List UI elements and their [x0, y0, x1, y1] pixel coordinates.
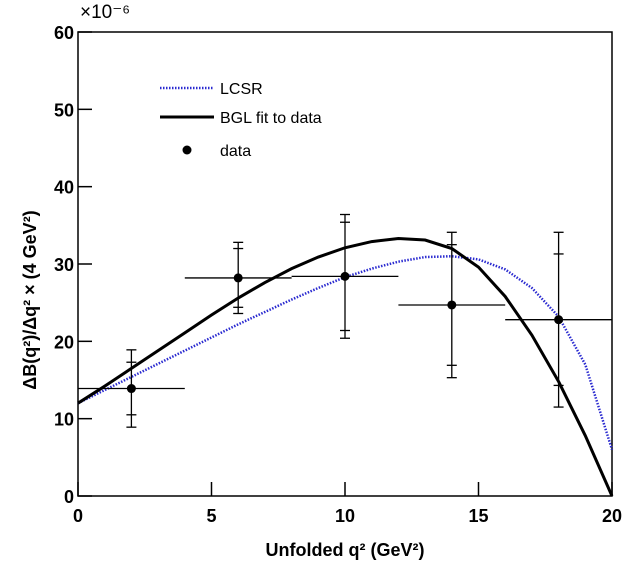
- data-point: [233, 273, 243, 283]
- data-point: [126, 384, 136, 394]
- legend-label: BGL fit to data: [220, 110, 322, 127]
- y-tick-label: 20: [54, 332, 74, 352]
- data-point: [340, 271, 350, 281]
- x-tick-label: 15: [468, 506, 488, 526]
- y-tick-label: 0: [64, 487, 74, 507]
- y-tick-label: 50: [54, 100, 74, 120]
- data-point: [447, 300, 457, 310]
- x-tick-label: 10: [335, 506, 355, 526]
- data-point: [554, 315, 564, 325]
- legend-label: LCSR: [220, 81, 263, 98]
- x-tick-label: 5: [206, 506, 216, 526]
- legend-label: data: [220, 143, 251, 160]
- axis-multiplier: ×10⁻⁶: [80, 2, 130, 23]
- y-tick-label: 40: [54, 178, 74, 198]
- y-tick-label: 10: [54, 410, 74, 430]
- y-tick-label: 60: [54, 23, 74, 43]
- x-tick-label: 0: [73, 506, 83, 526]
- x-tick-label: 20: [602, 506, 622, 526]
- y-tick-label: 30: [54, 255, 74, 275]
- legend-swatch: [182, 145, 192, 155]
- y-axis-label: ΔB(q²)/Δq² × (4 GeV²): [20, 210, 40, 389]
- x-axis-label: Unfolded q² (GeV²): [266, 540, 425, 560]
